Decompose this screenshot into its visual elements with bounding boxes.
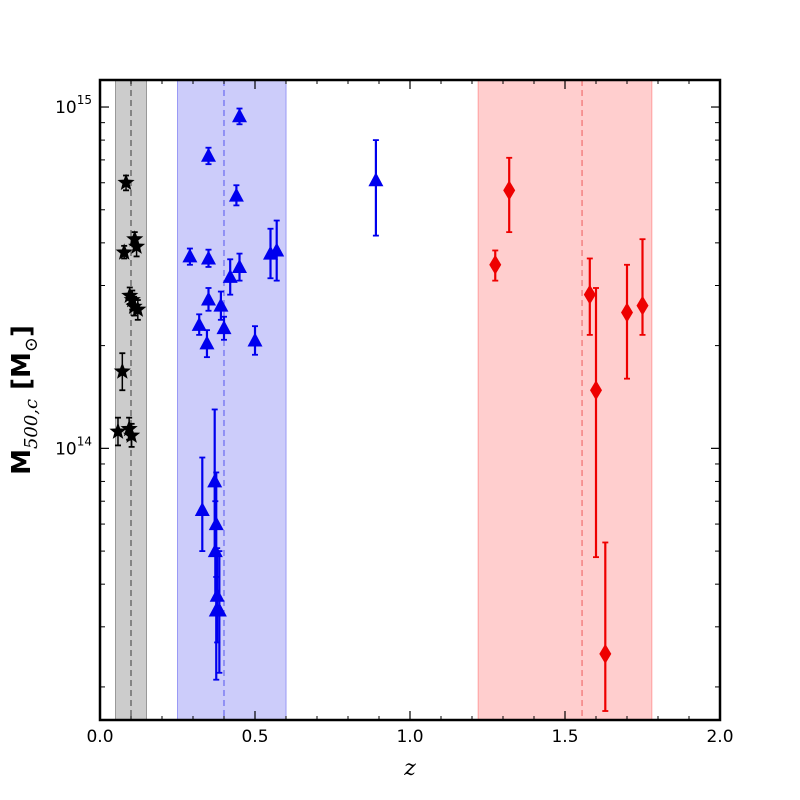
star-marker — [117, 173, 135, 191]
triangle-marker — [213, 297, 229, 312]
x-tick-label: 1.5 — [551, 727, 578, 747]
shaded-regions — [115, 79, 653, 721]
shaded-region-mid-z — [177, 79, 287, 721]
y-tick-label: 1014 — [55, 434, 92, 459]
diamond-marker — [590, 380, 602, 401]
triangle-marker — [201, 147, 216, 162]
star-marker — [123, 426, 141, 443]
series-star — [109, 173, 147, 448]
star-marker — [121, 286, 139, 303]
triangle-marker — [368, 172, 384, 187]
star-marker — [123, 291, 141, 308]
triangle-marker — [216, 320, 232, 335]
star-marker — [126, 230, 144, 247]
triangle-marker — [207, 473, 223, 488]
triangle-marker — [201, 291, 216, 306]
star-marker — [129, 300, 147, 317]
diamond-marker — [621, 302, 633, 323]
tick-labels: 0.0 0.5 1.0 1.5 2.0 1014 1015 — [55, 93, 733, 747]
series-triangle — [182, 107, 384, 681]
diamond-marker — [489, 254, 502, 275]
x-tick-label: 0.0 — [86, 727, 113, 747]
diamond-marker — [636, 295, 649, 316]
x-axis-label: z — [403, 756, 416, 781]
x-tick-label: 0.5 — [241, 727, 268, 747]
star-marker — [128, 237, 146, 254]
triangle-marker — [247, 332, 263, 347]
triangle-marker — [232, 108, 247, 123]
x-tick-label: 1.0 — [396, 727, 423, 747]
triangle-marker — [269, 242, 285, 257]
series-diamond — [489, 156, 649, 712]
diamond-marker — [583, 284, 596, 305]
star-marker — [120, 419, 138, 437]
triangle-marker — [201, 250, 216, 265]
star-marker — [125, 297, 143, 314]
x-tick-label: 2.0 — [706, 727, 733, 747]
data-points — [109, 107, 649, 712]
triangle-marker — [199, 335, 215, 350]
y-tick-label: 1015 — [55, 93, 92, 118]
triangle-marker — [182, 248, 198, 263]
triangle-marker — [211, 602, 227, 617]
triangle-marker — [222, 268, 238, 283]
y-axis-label: M500,c [M⊙] — [7, 325, 42, 475]
triangle-marker — [194, 501, 210, 516]
triangle-marker — [191, 316, 207, 331]
diamond-marker — [599, 643, 612, 664]
star-marker — [113, 362, 131, 379]
shaded-region-high-z — [477, 79, 653, 721]
triangle-marker — [228, 187, 244, 202]
triangle-marker — [232, 258, 247, 273]
plot-frame — [98, 78, 722, 722]
diamond-marker — [503, 180, 516, 201]
star-marker — [109, 422, 127, 439]
star-marker — [115, 243, 133, 260]
